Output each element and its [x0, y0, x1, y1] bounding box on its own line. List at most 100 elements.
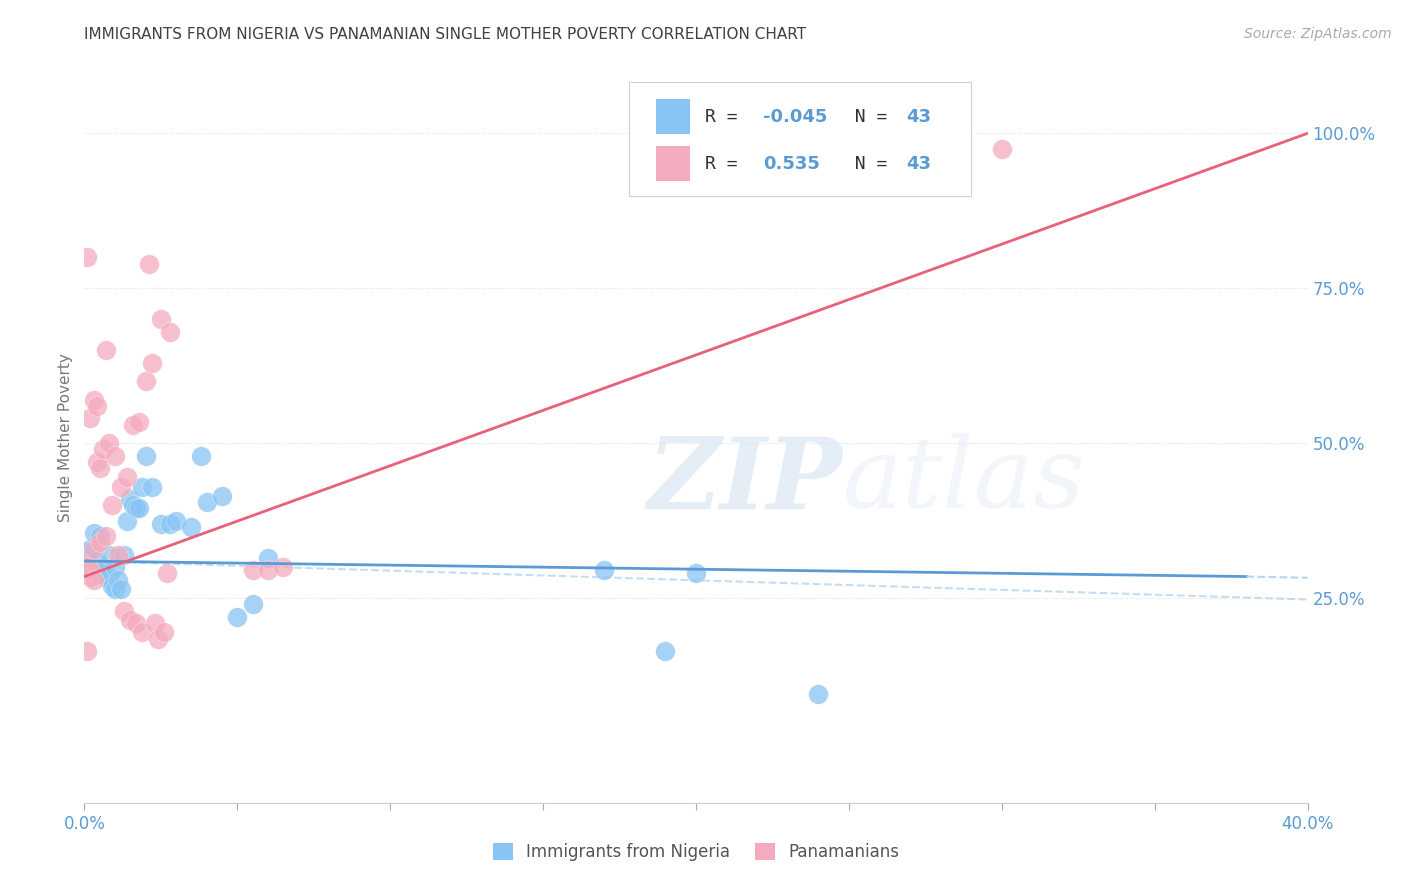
Point: [195, 495, 218, 509]
Point: [112, 548, 135, 562]
Point: [242, 563, 264, 577]
Text: N =: N =: [832, 154, 898, 173]
Point: [76, 644, 98, 658]
Point: [76, 560, 98, 574]
Point: [107, 573, 129, 587]
Point: [107, 548, 129, 562]
Point: [122, 417, 145, 432]
Point: [79, 569, 101, 583]
Text: N =: N =: [832, 108, 898, 126]
Point: [79, 560, 101, 574]
Point: [104, 560, 127, 574]
Point: [226, 610, 249, 624]
Point: [94, 529, 117, 543]
Point: [112, 604, 135, 618]
Point: [120, 613, 142, 627]
Point: [131, 625, 153, 640]
Point: [104, 449, 127, 463]
Text: -0.045: -0.045: [763, 108, 828, 126]
Text: R =: R =: [704, 108, 748, 126]
Point: [115, 514, 138, 528]
Point: [138, 256, 160, 270]
Point: [86, 399, 108, 413]
Point: [190, 449, 212, 463]
Text: atlas: atlas: [842, 434, 1085, 529]
Point: [83, 526, 105, 541]
Point: [141, 480, 163, 494]
Point: [83, 541, 105, 556]
Point: [79, 563, 101, 577]
Point: [685, 566, 707, 581]
Bar: [655, 146, 690, 181]
Point: [97, 569, 120, 583]
Point: [128, 415, 150, 429]
Point: [94, 569, 117, 583]
Point: [135, 374, 157, 388]
Point: [125, 615, 148, 630]
Text: ZIP: ZIP: [648, 433, 842, 529]
Point: [97, 548, 120, 562]
Point: [89, 461, 111, 475]
Point: [110, 480, 132, 494]
Point: [86, 554, 108, 568]
Point: [257, 563, 280, 577]
Point: [146, 632, 169, 646]
Point: [271, 560, 294, 574]
Point: [807, 687, 830, 701]
Text: 43: 43: [907, 108, 931, 126]
Point: [991, 142, 1014, 156]
Point: [89, 535, 111, 549]
Text: 43: 43: [907, 154, 931, 173]
Point: [79, 541, 101, 556]
Text: R =: R =: [704, 154, 759, 173]
FancyBboxPatch shape: [628, 82, 972, 195]
Point: [149, 312, 172, 326]
Point: [83, 563, 105, 577]
Point: [143, 615, 166, 630]
Point: [125, 501, 148, 516]
Point: [83, 573, 105, 587]
Point: [135, 449, 157, 463]
Point: [101, 579, 124, 593]
Text: 0.535: 0.535: [763, 154, 820, 173]
Point: [128, 501, 150, 516]
Point: [159, 516, 181, 531]
Point: [94, 343, 117, 358]
Point: [89, 566, 111, 581]
Point: [76, 554, 98, 568]
Text: Source: ZipAtlas.com: Source: ZipAtlas.com: [1244, 27, 1392, 41]
Point: [122, 498, 145, 512]
Point: [115, 470, 138, 484]
Point: [83, 392, 105, 407]
Legend: Immigrants from Nigeria, Panamanians: Immigrants from Nigeria, Panamanians: [486, 836, 905, 868]
Point: [153, 625, 176, 640]
Point: [120, 491, 142, 506]
Point: [180, 520, 202, 534]
Point: [156, 566, 179, 581]
Point: [141, 356, 163, 370]
Point: [76, 250, 98, 264]
Point: [86, 455, 108, 469]
Text: IMMIGRANTS FROM NIGERIA VS PANAMANIAN SINGLE MOTHER POVERTY CORRELATION CHART: IMMIGRANTS FROM NIGERIA VS PANAMANIAN SI…: [84, 27, 807, 42]
Point: [89, 529, 111, 543]
Point: [76, 545, 98, 559]
Point: [97, 436, 120, 450]
Point: [159, 325, 181, 339]
Point: [131, 480, 153, 494]
Point: [79, 411, 101, 425]
Point: [91, 442, 114, 457]
Point: [110, 582, 132, 596]
Point: [73, 557, 96, 571]
Point: [593, 563, 616, 577]
Y-axis label: Single Mother Poverty: Single Mother Poverty: [58, 352, 73, 522]
Point: [165, 514, 187, 528]
Point: [104, 582, 127, 596]
Point: [73, 557, 96, 571]
Point: [654, 644, 676, 658]
Point: [211, 489, 233, 503]
Bar: [655, 99, 690, 135]
Point: [91, 563, 114, 577]
Point: [101, 498, 124, 512]
Point: [76, 563, 98, 577]
Point: [257, 551, 280, 566]
